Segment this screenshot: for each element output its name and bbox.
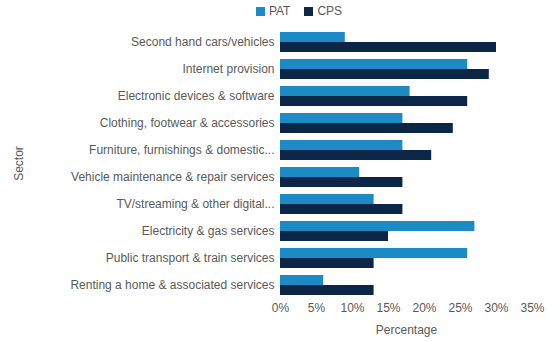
svg-text:Renting a home & associated se: Renting a home & associated services xyxy=(70,278,274,292)
svg-text:20%: 20% xyxy=(412,301,436,315)
svg-text:30%: 30% xyxy=(484,301,508,315)
svg-text:Sector: Sector xyxy=(12,146,26,181)
svg-text:Electronic devices & software: Electronic devices & software xyxy=(118,89,275,103)
html-text:PAT: PAT xyxy=(268,4,291,18)
svg-text:Public transport & train servi: Public transport & train services xyxy=(106,251,275,265)
svg-text:Electricity & gas services: Electricity & gas services xyxy=(142,224,275,238)
svg-text:Internet provision: Internet provision xyxy=(182,62,274,76)
svg-text:Clothing, footwear & accessori: Clothing, footwear & accessories xyxy=(100,116,275,130)
svg-text:25%: 25% xyxy=(448,301,472,315)
svg-text:35%: 35% xyxy=(520,301,544,315)
svg-text:Furniture, furnishings & domes: Furniture, furnishings & domestic... xyxy=(89,143,274,157)
svg-text:Vehicle maintenance & repair s: Vehicle maintenance & repair services xyxy=(71,170,274,184)
svg-text:5%: 5% xyxy=(308,301,326,315)
svg-text:Second hand cars/vehicles: Second hand cars/vehicles xyxy=(131,35,274,49)
svg-text:Percentage: Percentage xyxy=(376,323,438,337)
html-text:CPS: CPS xyxy=(317,4,343,18)
svg-text:15%: 15% xyxy=(376,301,400,315)
svg-text:TV/streaming & other digital..: TV/streaming & other digital... xyxy=(116,197,274,211)
svg-text:0%: 0% xyxy=(272,301,290,315)
svg-text:10%: 10% xyxy=(340,301,364,315)
